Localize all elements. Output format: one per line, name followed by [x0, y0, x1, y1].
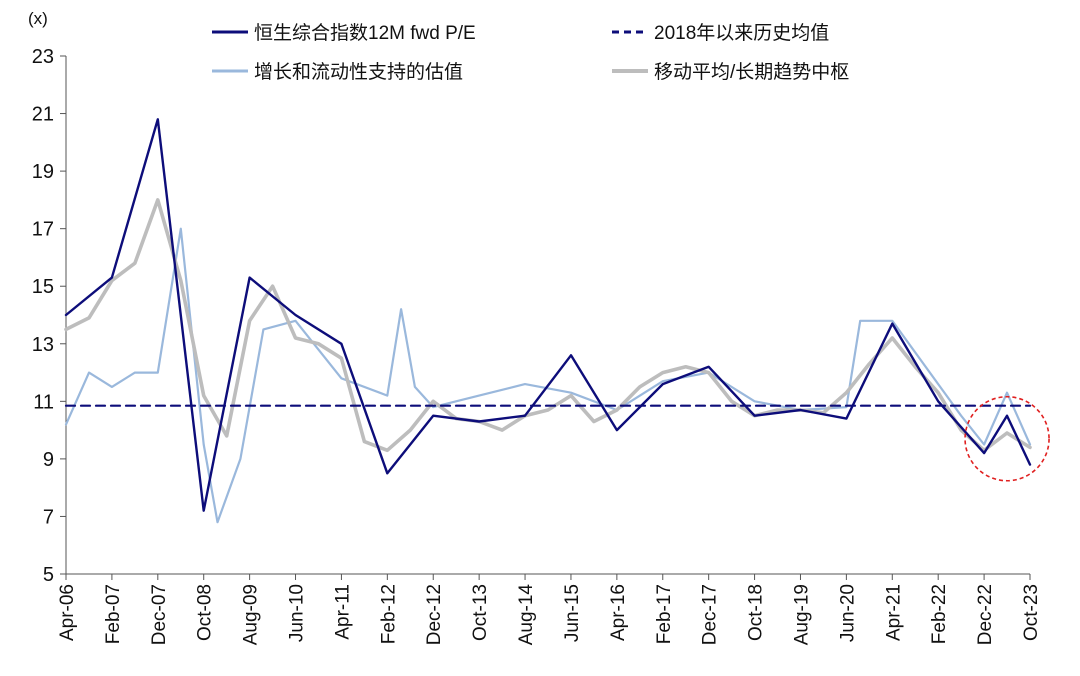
- legend-label-pe: 恒生综合指数12M fwd P/E: [254, 22, 476, 44]
- x-tick-label: Dec-17: [700, 584, 721, 645]
- x-tick-label: Oct-13: [470, 584, 491, 641]
- legend-label-trend: 移动平均/长期趋势中枢: [654, 61, 849, 83]
- x-tick-label: Apr-06: [57, 584, 78, 641]
- x-tick-label: Oct-18: [746, 584, 767, 641]
- x-tick-label: Feb-07: [103, 584, 124, 644]
- x-tick-label: Jun-15: [562, 584, 583, 642]
- x-tick-label: Apr-21: [883, 584, 904, 641]
- y-tick-label: 15: [32, 276, 54, 298]
- y-tick-label: 21: [32, 104, 54, 126]
- x-tick-label: Dec-07: [149, 584, 170, 645]
- axes-layer: (x) 5 7 9 11 13 15 17 19 21 23 Apr-06 Feb-07 Dec-07 Oc…: [28, 9, 1042, 645]
- y-unit-label: (x): [28, 9, 48, 28]
- x-tick-label: Apr-11: [332, 584, 353, 640]
- annotation-layer: [964, 395, 1050, 482]
- series-line-trend: [64, 198, 1032, 453]
- series-line-pe: [64, 118, 1032, 512]
- x-tick-label: Feb-22: [929, 584, 950, 644]
- x-tick-label: Jun-20: [837, 584, 858, 642]
- y-tick-label: 9: [43, 449, 54, 471]
- y-tick-label: 17: [32, 219, 54, 241]
- x-tick-label: Apr-16: [608, 584, 629, 641]
- x-tick-label: Oct-08: [195, 584, 216, 641]
- x-tick-label: Dec-12: [424, 584, 445, 645]
- highlight-circle: [964, 395, 1050, 482]
- x-tick-label: Feb-12: [378, 584, 399, 644]
- series-layer: [64, 118, 1032, 524]
- legend-label-support: 增长和流动性支持的估值: [254, 61, 463, 83]
- x-tick-label: Feb-17: [654, 584, 675, 644]
- y-tick-label: 23: [32, 46, 54, 68]
- x-tick-label: Aug-14: [516, 584, 537, 646]
- x-tick-label: Oct-23: [1021, 584, 1042, 641]
- x-tick-label: Aug-19: [791, 584, 812, 645]
- y-tick-label: 19: [32, 161, 54, 183]
- x-tick-label: Jun-10: [287, 584, 308, 642]
- x-tick-label: Aug-09: [241, 584, 262, 645]
- y-tick-label: 5: [43, 564, 54, 586]
- y-tick-label: 11: [33, 391, 54, 413]
- x-tick-label: Dec-22: [975, 584, 996, 645]
- y-tick-label: 7: [43, 506, 54, 528]
- series-line-support: [64, 227, 1032, 524]
- legend-label-mean: 2018年以来历史均值: [654, 22, 829, 44]
- y-tick-label: 13: [32, 334, 54, 356]
